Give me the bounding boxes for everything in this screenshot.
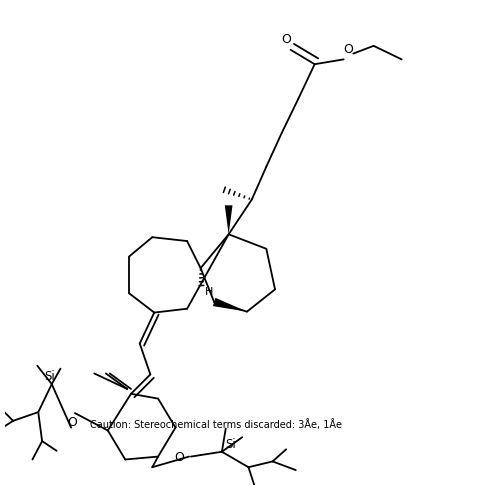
Text: Caution: Stereochemical terms discarded: 3Åe, 1Åe: Caution: Stereochemical terms discarded:…	[90, 419, 342, 430]
Polygon shape	[213, 298, 247, 312]
Text: O: O	[282, 33, 291, 46]
Polygon shape	[225, 205, 233, 234]
Text: Si: Si	[44, 370, 55, 383]
Text: O: O	[68, 416, 78, 429]
Text: H: H	[205, 287, 213, 297]
Text: O: O	[343, 43, 353, 56]
Text: O: O	[174, 451, 184, 464]
Text: Si: Si	[225, 438, 236, 451]
